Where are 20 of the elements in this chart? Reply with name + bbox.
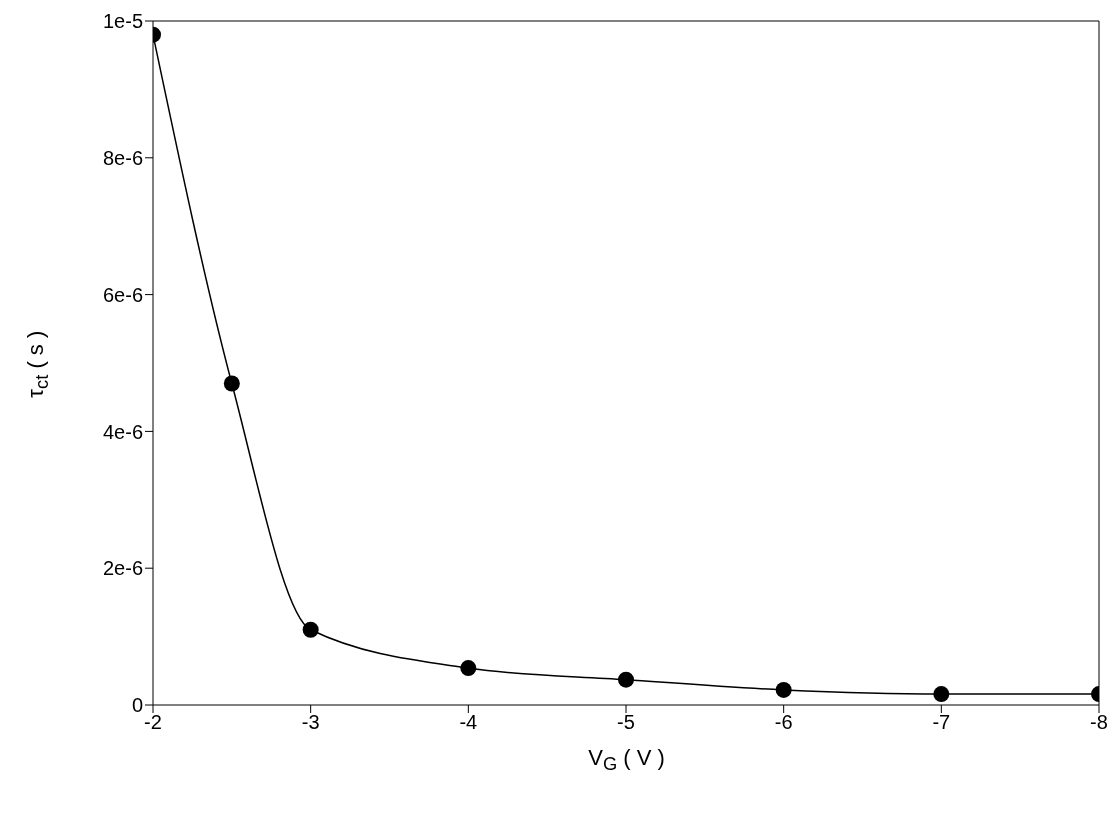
x-tick-label: -4 xyxy=(459,711,478,734)
point xyxy=(775,681,792,698)
y-tick-label: 2e-6 xyxy=(102,557,143,580)
point xyxy=(460,660,477,677)
x-tick-label: -5 xyxy=(617,711,635,734)
x-tick-label: -2 xyxy=(144,711,162,734)
y-tick-label: 4e-6 xyxy=(102,420,143,443)
x-tick-label: -6 xyxy=(774,711,793,734)
x-tick-label: -7 xyxy=(932,711,951,734)
point xyxy=(933,686,950,703)
y-tick-label: 1e-5 xyxy=(102,10,143,33)
y-tick-label: 6e-6 xyxy=(102,283,143,306)
x-tick-label: -3 xyxy=(301,711,320,734)
y-tick-label: 0 xyxy=(131,694,143,717)
point xyxy=(223,375,240,392)
x-tick-label: -8 xyxy=(1090,711,1108,734)
y-tick-label: 8e-6 xyxy=(102,146,143,169)
point xyxy=(618,671,634,688)
x-axis-title: V$_{G}$ ( V ) xyxy=(587,745,666,776)
point xyxy=(302,621,319,638)
